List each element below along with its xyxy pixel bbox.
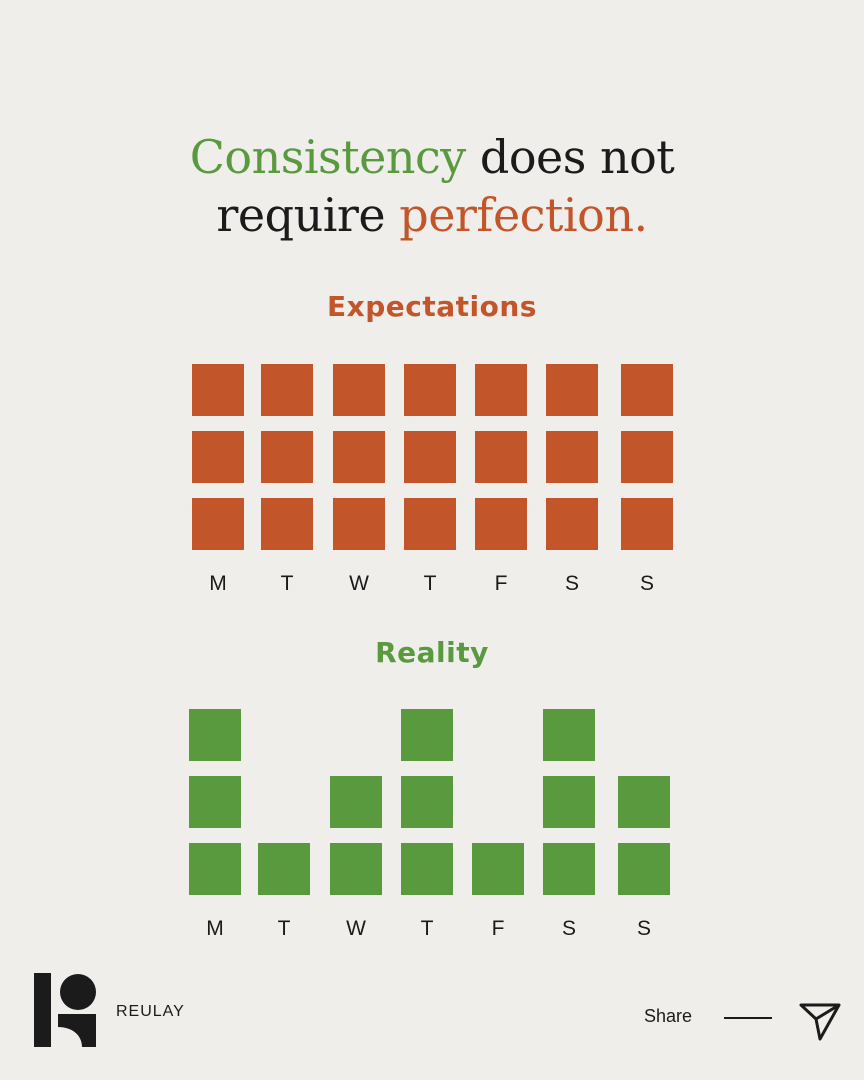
- reulay-logo-icon: [34, 973, 96, 1047]
- reality-square-3-1: [330, 843, 382, 895]
- reality-square-4-1: [401, 843, 453, 895]
- reality-square-1-2: [189, 776, 241, 828]
- reality-square-3-2: [330, 776, 382, 828]
- expectations-square-7-1: [621, 498, 673, 550]
- expectations-square-1-2: [192, 431, 244, 483]
- expectations-day-label-1: M: [209, 572, 227, 595]
- expectations-day-label-7: S: [640, 572, 654, 595]
- headline-line-1: Consistency does not: [0, 128, 864, 186]
- reality-square-6-2: [543, 776, 595, 828]
- reality-square-6-3: [543, 709, 595, 761]
- expectations-square-7-3: [621, 364, 673, 416]
- expectations-square-3-1: [333, 498, 385, 550]
- headline-text-does-not: does not: [465, 130, 675, 184]
- expectations-square-1-3: [192, 364, 244, 416]
- reality-square-1-3: [189, 709, 241, 761]
- reality-day-label-2: T: [278, 917, 291, 940]
- expectations-day-label-6: S: [565, 572, 579, 595]
- expectations-square-5-3: [475, 364, 527, 416]
- expectations-day-label-3: W: [349, 572, 369, 595]
- expectations-square-2-2: [261, 431, 313, 483]
- expectations-square-4-1: [404, 498, 456, 550]
- reality-square-4-3: [401, 709, 453, 761]
- reality-day-label-5: F: [492, 917, 505, 940]
- reality-day-label-3: W: [346, 917, 366, 940]
- reality-square-7-2: [618, 776, 670, 828]
- reality-title: Reality: [375, 636, 489, 669]
- headline-text-require: require: [216, 188, 400, 242]
- headline: Consistency does not require perfection.: [0, 128, 864, 244]
- reality-square-6-1: [543, 843, 595, 895]
- expectations-day-label-4: T: [424, 572, 437, 595]
- brand-name: REULAY: [116, 1003, 185, 1020]
- reality-day-label-1: M: [206, 917, 224, 940]
- headline-word-perfection: perfection.: [399, 188, 648, 242]
- share-label[interactable]: Share: [644, 1006, 693, 1026]
- expectations-square-4-2: [404, 431, 456, 483]
- headline-line-2: require perfection.: [0, 186, 864, 244]
- expectations-square-4-3: [404, 364, 456, 416]
- reality-day-label-7: S: [637, 917, 651, 940]
- reality-square-5-1: [472, 843, 524, 895]
- expectations-title: Expectations: [327, 290, 537, 323]
- reality-square-7-1: [618, 843, 670, 895]
- expectations-day-label-5: F: [495, 572, 508, 595]
- reality-square-1-1: [189, 843, 241, 895]
- expectations-square-6-2: [546, 431, 598, 483]
- reality-day-label-4: T: [421, 917, 434, 940]
- expectations-square-1-1: [192, 498, 244, 550]
- expectations-square-7-2: [621, 431, 673, 483]
- expectations-square-3-3: [333, 364, 385, 416]
- expectations-square-5-1: [475, 498, 527, 550]
- expectations-square-3-2: [333, 431, 385, 483]
- expectations-square-2-3: [261, 364, 313, 416]
- reality-square-4-2: [401, 776, 453, 828]
- reality-day-label-6: S: [562, 917, 576, 940]
- expectations-square-6-3: [546, 364, 598, 416]
- headline-word-consistency: Consistency: [189, 130, 467, 184]
- expectations-square-5-2: [475, 431, 527, 483]
- paper-plane-icon[interactable]: [798, 999, 842, 1043]
- expectations-square-2-1: [261, 498, 313, 550]
- reality-square-2-1: [258, 843, 310, 895]
- expectations-day-label-2: T: [281, 572, 294, 595]
- expectations-square-6-1: [546, 498, 598, 550]
- share-divider: [724, 1017, 772, 1019]
